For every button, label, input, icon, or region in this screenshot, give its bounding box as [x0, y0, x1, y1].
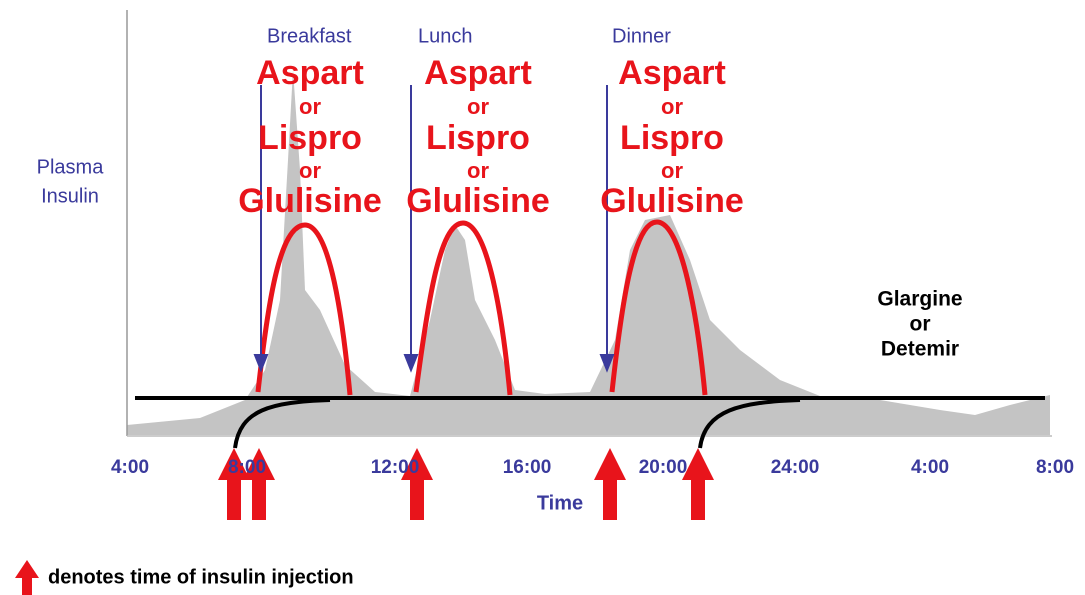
basal-curve	[233, 398, 331, 449]
x-label: Time	[537, 492, 583, 514]
rapid-curve	[609, 219, 708, 396]
y-label: Insulin	[41, 185, 99, 207]
injection-arrows	[15, 448, 714, 595]
x-tick-label: 12:00	[371, 457, 420, 478]
meal-arrows	[253, 85, 615, 373]
basal-curve	[698, 398, 801, 449]
insulin-name: or	[467, 94, 489, 119]
insulin-name: or	[661, 158, 683, 183]
basal-name: or	[910, 313, 931, 336]
insulin-name: Glulisine	[238, 182, 382, 220]
x-tick-label: 8:00	[228, 457, 266, 478]
insulin-name: Glulisine	[600, 182, 744, 220]
x-tick-label: 8:00	[1036, 457, 1074, 478]
x-tick-label: 4:00	[911, 457, 949, 478]
insulin-name: Lispro	[620, 119, 724, 157]
insulin-name: Lispro	[426, 119, 530, 157]
insulin-name: Aspart	[424, 54, 532, 92]
insulin-name: or	[299, 158, 321, 183]
x-tick-label: 24:00	[771, 457, 820, 478]
x-tick-label: 16:00	[503, 457, 552, 478]
meal-label: Dinner	[612, 25, 671, 47]
insulin-name: Aspart	[618, 54, 726, 92]
insulin-name: Aspart	[256, 54, 364, 92]
basal-name: Glargine	[877, 288, 962, 311]
legend: denotes time of insulin injection	[48, 566, 354, 588]
meal-label: Breakfast	[267, 25, 352, 47]
insulin-name: Glulisine	[406, 182, 550, 220]
meal-label: Lunch	[418, 25, 473, 47]
insulin-name: Lispro	[258, 119, 362, 157]
rapid-curve	[255, 222, 353, 396]
x-tick-label: 4:00	[111, 457, 149, 478]
basal-name: Detemir	[881, 338, 959, 361]
insulin-name: or	[661, 94, 683, 119]
y-label: Plasma	[37, 156, 105, 178]
insulin-name: or	[299, 94, 321, 119]
x-tick-label: 20:00	[639, 457, 688, 478]
rapid-curve	[413, 220, 513, 396]
insulin-name: or	[467, 158, 489, 183]
